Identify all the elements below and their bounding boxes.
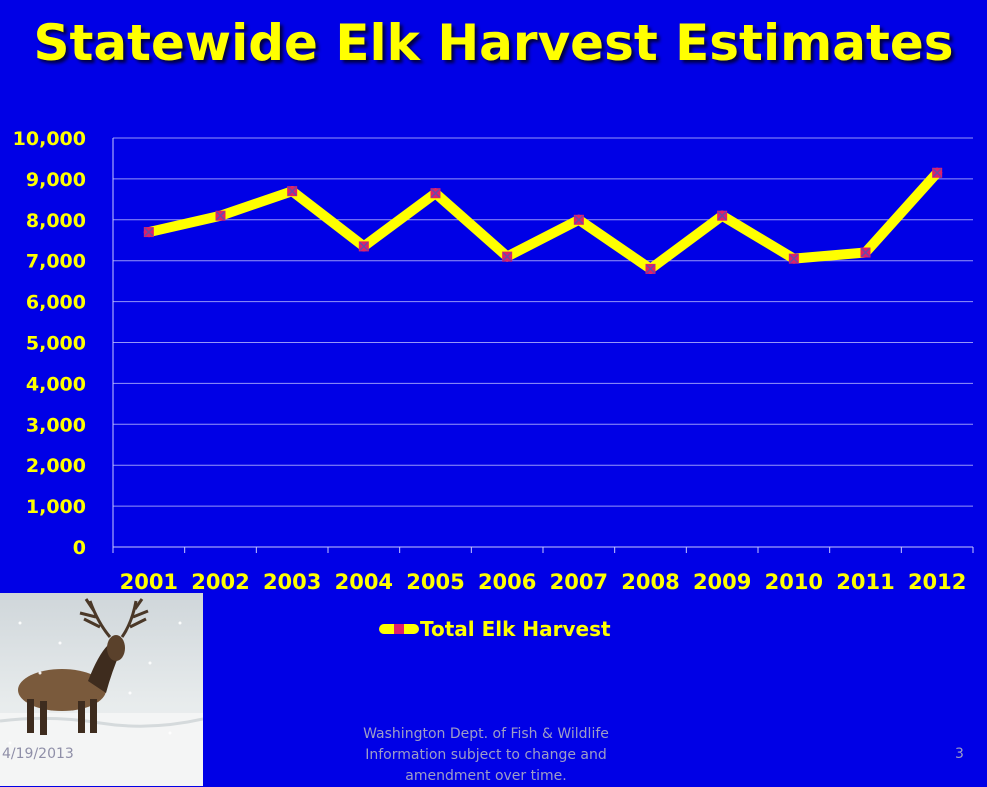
y-tick-label: 4,000 [26, 373, 86, 395]
x-tick-label: 2009 [693, 570, 751, 594]
y-tick-label: 0 [73, 537, 86, 559]
y-tick-label: 6,000 [26, 292, 86, 314]
x-tick-label: 2008 [621, 570, 679, 594]
data-point-marker [645, 263, 656, 274]
x-tick-label: 2006 [478, 570, 536, 594]
x-tick-label: 2004 [335, 570, 393, 594]
data-point-marker [717, 210, 728, 221]
legend-marker [394, 624, 404, 634]
data-point-marker [788, 253, 799, 264]
x-tick-label: 2011 [836, 570, 894, 594]
y-tick-label: 9,000 [26, 169, 86, 191]
x-tick-label: 2001 [120, 570, 178, 594]
y-tick-label: 7,000 [26, 251, 86, 273]
footer-line-1: Washington Dept. of Fish & Wildlife [363, 726, 609, 742]
data-point-marker [430, 188, 441, 199]
footer-date: 4/19/2013 [2, 746, 74, 762]
data-point-marker [573, 214, 584, 225]
x-tick-label: 2012 [908, 570, 966, 594]
x-tick-label: 2010 [765, 570, 823, 594]
data-point-marker [502, 251, 513, 262]
footer-line-2: Information subject to change and [365, 747, 607, 763]
elk-photo [0, 593, 203, 786]
data-point-marker [358, 241, 369, 252]
page-number: 3 [955, 746, 964, 762]
y-tick-label: 5,000 [26, 333, 86, 355]
data-point-marker [287, 186, 298, 197]
y-tick-label: 10,000 [13, 128, 86, 150]
series-line-total-elk-harvest [143, 167, 943, 274]
x-tick-label: 2007 [550, 570, 608, 594]
x-tick-label: 2002 [191, 570, 249, 594]
data-point-marker [215, 210, 226, 221]
y-tick-label: 8,000 [26, 210, 86, 232]
y-tick-label: 1,000 [26, 496, 86, 518]
data-point-marker [932, 167, 943, 178]
footer-source: Washington Dept. of Fish & Wildlife Info… [336, 724, 636, 787]
data-point-marker [143, 227, 154, 238]
x-tick-label: 2003 [263, 570, 321, 594]
y-tick-label: 3,000 [26, 414, 86, 436]
y-tick-label: 2,000 [26, 455, 86, 477]
footer-line-3: amendment over time. [405, 768, 567, 784]
data-point-marker [860, 247, 871, 258]
legend-label: Total Elk Harvest [420, 617, 611, 641]
x-tick-label: 2005 [406, 570, 464, 594]
page-title: Statewide Elk Harvest Estimates [33, 14, 954, 72]
